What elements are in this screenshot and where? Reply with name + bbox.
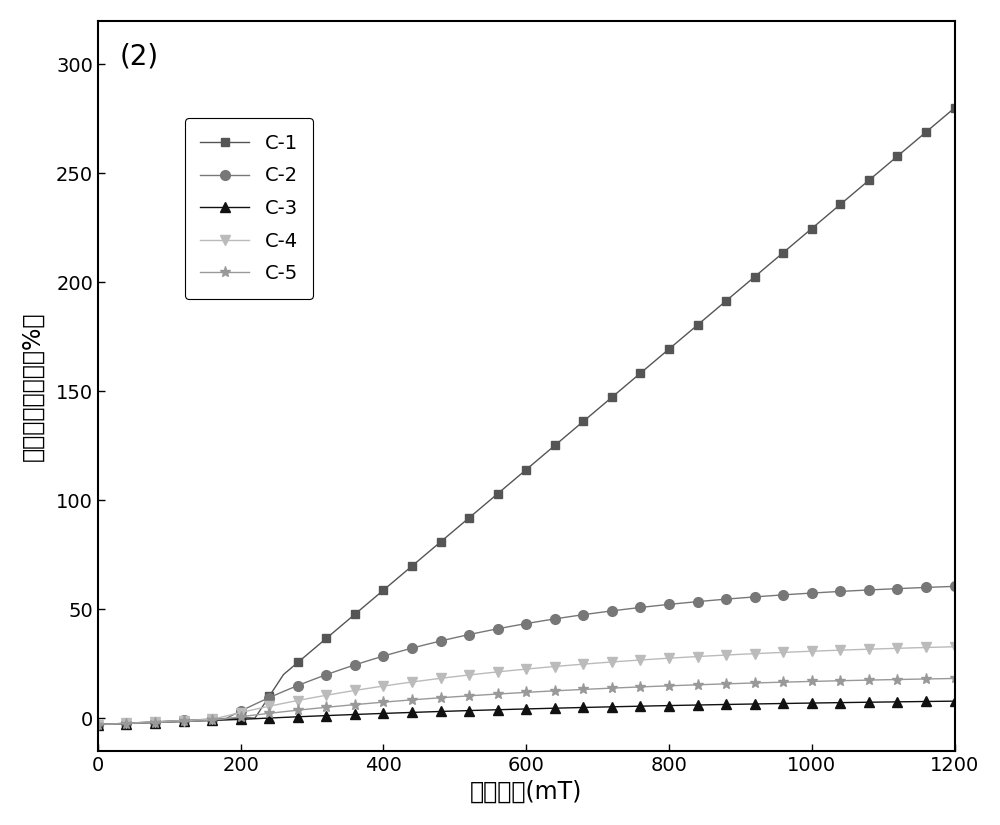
- C-1: [949, 103, 961, 113]
- C-4: [178, 716, 190, 726]
- C-1: [627, 375, 639, 384]
- Line: C-3: C-3: [93, 696, 959, 729]
- C-1: [891, 151, 903, 161]
- C-2: [92, 719, 104, 729]
- C-3: [670, 700, 682, 710]
- C-2: [891, 584, 903, 594]
- C-5: [627, 682, 639, 692]
- C-2: [292, 681, 304, 691]
- C-4: [92, 719, 104, 729]
- C-5: [178, 717, 190, 727]
- Text: (2): (2): [119, 43, 158, 71]
- C-1: [292, 658, 304, 667]
- Line: C-5: C-5: [92, 673, 960, 730]
- C-1: [670, 338, 682, 348]
- C-4: [949, 642, 961, 652]
- C-2: [456, 631, 468, 641]
- C-5: [949, 673, 961, 683]
- Line: C-2: C-2: [93, 582, 959, 729]
- C-2: [627, 603, 639, 613]
- C-2: [670, 599, 682, 609]
- C-1: [456, 519, 468, 529]
- C-1: [178, 716, 190, 726]
- C-5: [891, 675, 903, 685]
- C-3: [456, 706, 468, 716]
- C-5: [456, 691, 468, 701]
- C-3: [949, 696, 961, 706]
- C-5: [292, 705, 304, 715]
- C-3: [178, 717, 190, 727]
- C-3: [92, 719, 104, 729]
- Y-axis label: 相对磁流变效应（%）: 相对磁流变效应（%）: [21, 311, 45, 460]
- X-axis label: 磁场强度(mT): 磁场强度(mT): [470, 780, 582, 804]
- C-5: [670, 681, 682, 691]
- C-2: [949, 582, 961, 592]
- C-5: [92, 719, 104, 729]
- C-4: [456, 671, 468, 681]
- Legend: C-1, C-2, C-3, C-4, C-5: C-1, C-2, C-3, C-4, C-5: [185, 118, 313, 299]
- Line: C-1: C-1: [94, 104, 959, 728]
- C-4: [670, 653, 682, 662]
- C-3: [292, 712, 304, 722]
- C-3: [891, 697, 903, 707]
- C-3: [627, 701, 639, 711]
- C-4: [627, 656, 639, 666]
- C-4: [292, 695, 304, 705]
- C-1: [92, 719, 104, 729]
- C-4: [891, 644, 903, 653]
- Line: C-4: C-4: [93, 642, 959, 729]
- C-2: [178, 715, 190, 725]
